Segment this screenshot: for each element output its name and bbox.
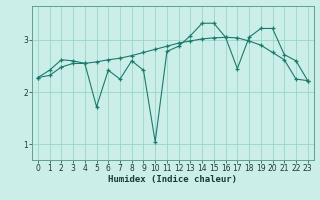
X-axis label: Humidex (Indice chaleur): Humidex (Indice chaleur) [108, 175, 237, 184]
